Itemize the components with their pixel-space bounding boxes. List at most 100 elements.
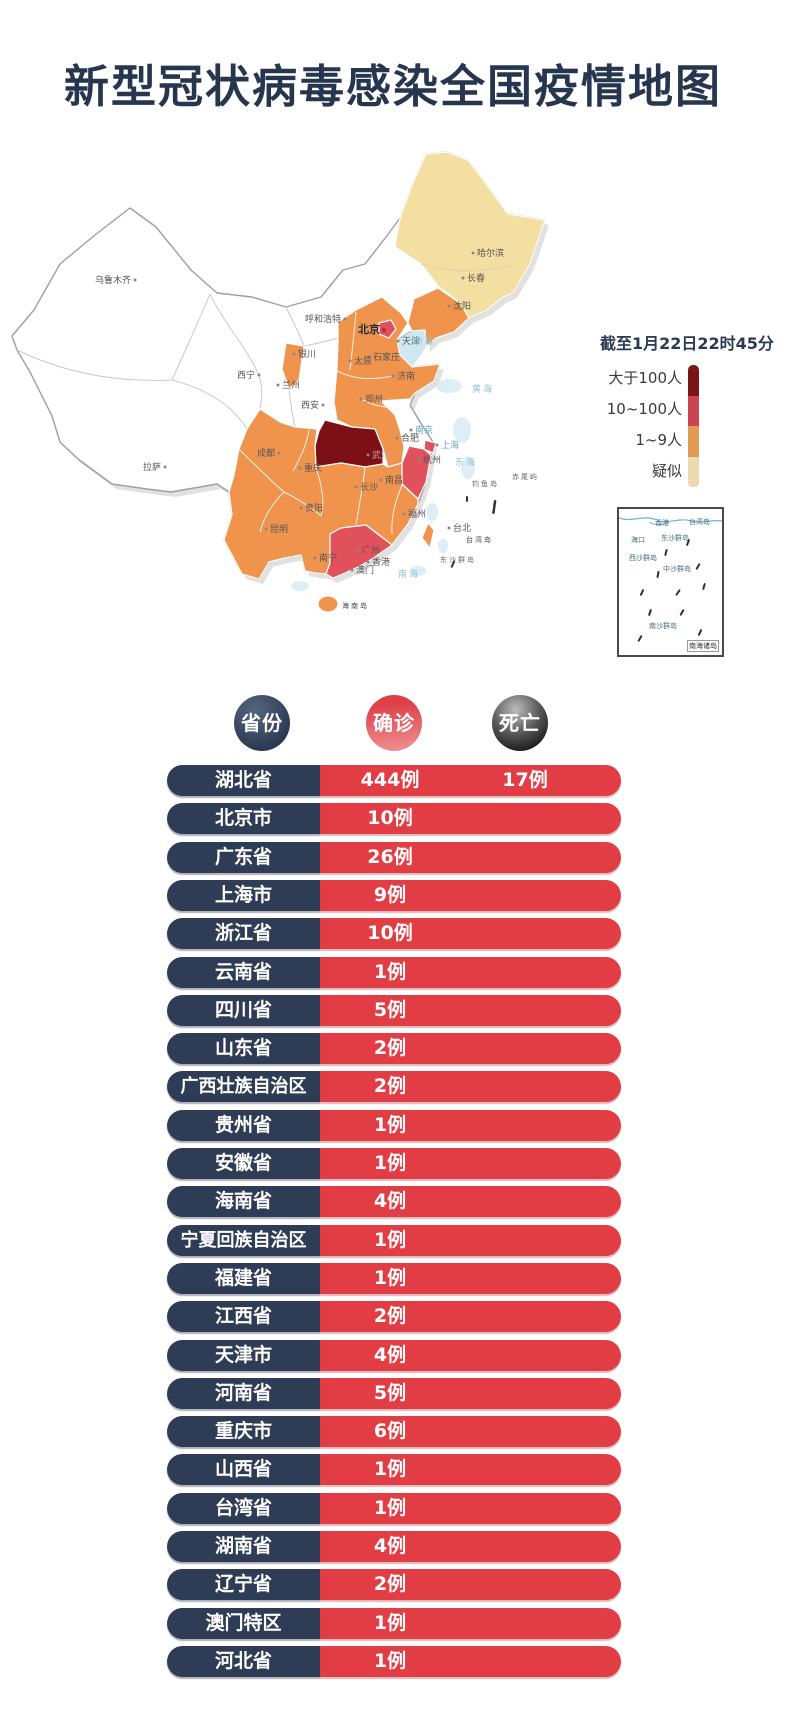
inset-label: 东沙群岛 (661, 534, 689, 542)
inset-island-mark (679, 608, 685, 617)
sea-label: 赤尾屿 (512, 472, 539, 481)
city-name: 广州 (362, 544, 380, 556)
table-row: 宁夏回族自治区 1例 (0, 1224, 786, 1256)
city-label: 北京 (358, 322, 387, 336)
city-dot (381, 327, 387, 333)
city-dot (379, 478, 383, 482)
city-name: 合肥 (401, 432, 419, 444)
city-name: 澳门 (356, 564, 374, 576)
legend-color-segment (688, 395, 699, 426)
row-confirmed-count: 2例 (373, 1305, 407, 1328)
city-name: 西宁 (237, 369, 255, 381)
city-dot (257, 373, 261, 377)
row-confirmed-count: 2例 (373, 1037, 407, 1060)
row-confirmed-count: 4例 (373, 1190, 407, 1213)
row-province: 江西省 (167, 1301, 320, 1333)
legend-color-segment (688, 365, 699, 396)
city-name: 济南 (397, 370, 415, 382)
city-dot (350, 568, 354, 572)
row-deaths-count: 17例 (502, 769, 548, 791)
city-name: 长春 (467, 272, 485, 284)
row-red-band (320, 1454, 621, 1486)
city-name: 香港 (372, 556, 390, 568)
city-dot (354, 485, 358, 489)
legend-timestamp: 截至1月22日22时45分 (600, 334, 774, 353)
city-name: 太原 (354, 355, 372, 367)
city-label: 上海 (435, 439, 459, 451)
city-name: 郑州 (365, 393, 383, 405)
city-label: 昆明 (264, 524, 288, 535)
island-marks (450, 496, 497, 568)
table-row: 湖南省 4例 (0, 1531, 786, 1562)
city-dot (366, 453, 370, 457)
city-dot (417, 458, 421, 462)
row-confirmed-count: 1例 (373, 1458, 407, 1481)
row-province: 上海市 (167, 879, 320, 911)
row-red-band (320, 803, 621, 835)
city-dot (348, 359, 352, 363)
city-dot (409, 428, 413, 432)
city-dot (313, 556, 317, 560)
row-province: 澳门特区 (167, 1607, 320, 1639)
row-confirmed-count: 1例 (373, 1228, 407, 1251)
city-name: 哈尔滨 (477, 247, 504, 259)
row-confirmed-count: 10例 (367, 807, 413, 830)
table-row: 山西省 1例 (0, 1454, 786, 1486)
region-east-block (333, 296, 441, 468)
city-dot (359, 397, 363, 401)
city-dot (435, 443, 439, 447)
city-label: 台北 (447, 522, 471, 534)
row-red-band (320, 956, 621, 988)
city-dot (461, 276, 465, 280)
table-header-navy: 省份 (234, 695, 290, 751)
region-ningxia (281, 342, 305, 390)
city-name: 北京 (358, 322, 380, 336)
row-province: 山西省 (167, 1454, 320, 1486)
legend-label: 疑似 (651, 462, 682, 480)
row-confirmed-count: 2例 (373, 1075, 407, 1098)
row-province: 福建省 (167, 1262, 320, 1294)
row-province: 四川省 (167, 994, 320, 1026)
south-china-sea-inset: 香港 台湾岛 海口 东沙群岛 西沙群岛 中沙群岛 南沙群岛 南海诸岛 (617, 507, 724, 657)
sea-label: 黄海 (472, 383, 494, 395)
city-label: 沈阳 (447, 300, 471, 312)
table-row: 河南省 5例 (0, 1377, 786, 1409)
city-dot (366, 560, 370, 564)
inset-label: 中沙群岛 (663, 565, 691, 573)
inset-island-mark (637, 634, 643, 643)
row-red-band (320, 1339, 621, 1371)
city-name: 贵阳 (305, 502, 323, 514)
inset-island-mark (685, 538, 691, 547)
city-label: 南昌 (379, 474, 403, 486)
city-label: 太原 (348, 355, 372, 367)
map-legend-rows: 大于100人 10~100人 1~9人 疑似 (556, 363, 682, 487)
inset-label: 香港 (655, 519, 669, 527)
row-red-band (320, 1301, 621, 1333)
inset-island-mark (656, 570, 660, 579)
inset-island-mark (664, 548, 668, 557)
table-row: 贵州省 1例 (0, 1109, 786, 1141)
table-row: 重庆市 6例 (0, 1416, 786, 1448)
row-province: 台湾省 (167, 1492, 320, 1524)
inset-island-mark (639, 588, 645, 597)
city-name: 石家庄 (373, 351, 400, 363)
bohai-sea (397, 330, 426, 367)
region-beijing (378, 319, 397, 339)
heilongjiang-jilin-border (420, 263, 514, 272)
city-dot (133, 278, 137, 282)
row-red-band (320, 765, 621, 796)
city-name: 西安 (301, 399, 319, 411)
city-label: 兰州 (276, 379, 300, 391)
city-name: 天津 (402, 336, 420, 347)
row-red-band (320, 1071, 621, 1103)
table-row: 天津市 4例 (0, 1339, 786, 1371)
city-name: 上海 (441, 439, 459, 451)
row-red-band (320, 994, 621, 1026)
inset-label: 南沙群岛 (649, 622, 677, 630)
table-row: 上海市 9例 (0, 879, 786, 911)
city-dot (447, 304, 451, 308)
table-row: 山东省 2例 (0, 1033, 786, 1065)
region-taiwan (421, 522, 435, 549)
row-red-band (320, 1531, 621, 1562)
table-header-black: 死亡 (492, 695, 548, 751)
